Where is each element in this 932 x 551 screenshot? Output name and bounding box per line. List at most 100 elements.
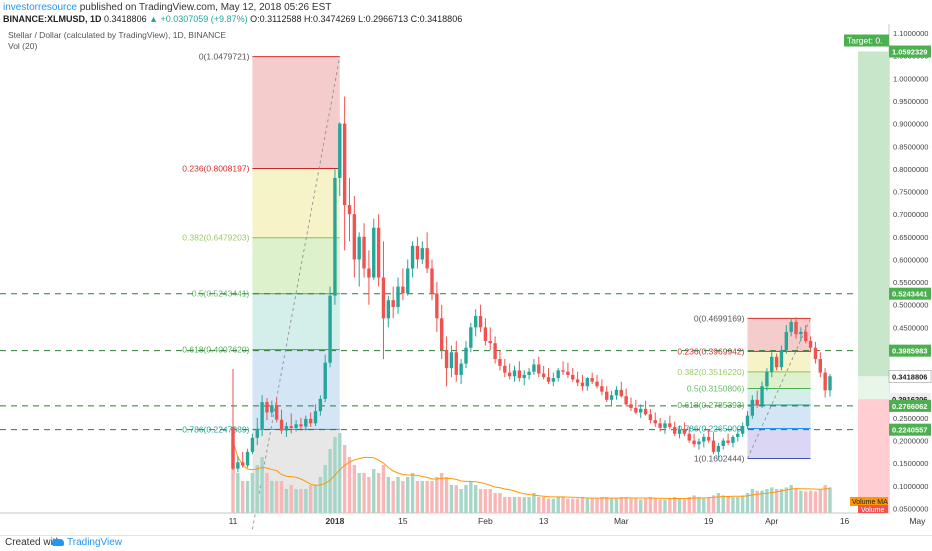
volume-bar: [551, 498, 556, 513]
price-axis-label-box: [889, 287, 931, 300]
candle-body: [765, 371, 769, 387]
candle-body: [241, 462, 245, 466]
candle-body: [609, 395, 614, 400]
volume-bar: [483, 489, 488, 513]
candle-body: [537, 364, 541, 374]
candle-body: [270, 405, 274, 413]
volume-bar: [609, 498, 614, 513]
volume-bar: [503, 497, 507, 513]
volume-bar: [381, 465, 386, 513]
volume-bar: [566, 498, 570, 513]
volume-bar: [406, 477, 410, 513]
candle-body: [284, 426, 289, 431]
volume-bar: [260, 457, 264, 513]
price-axis-tick: 1.1000000: [893, 29, 928, 38]
price-chart[interactable]: 0(1.0479721) 0.236(0.8008197) 0.382(0.6479…: [0, 24, 932, 535]
volume-bar: [575, 498, 580, 513]
volume-bar: [804, 491, 808, 513]
candle-body: [721, 440, 725, 446]
candle-body: [619, 389, 623, 397]
candle-body: [410, 245, 415, 269]
volume-bar: [736, 497, 740, 513]
candle-body: [823, 372, 827, 391]
price-axis-tick: 0.9000000: [893, 120, 928, 129]
candle-body: [347, 205, 352, 215]
fib-level-label: 0.236(0.3969942): [677, 346, 744, 356]
candle-body: [687, 433, 691, 441]
time-axis-tick: Feb: [478, 516, 493, 526]
volume-bar: [697, 497, 701, 513]
volume-bar: [672, 497, 677, 513]
volume-bar: [386, 477, 391, 513]
volume-bar: [706, 497, 711, 513]
candle-body: [672, 426, 677, 434]
fib-level-label: 0.786(0.2247389): [182, 424, 249, 434]
candle-body: [682, 429, 687, 434]
candle-body: [585, 378, 590, 387]
volume-bar: [517, 497, 522, 513]
volume-bar: [367, 477, 371, 513]
publisher-link[interactable]: investorresource: [3, 2, 77, 13]
volume-bar: [507, 497, 512, 513]
volume-bar: [774, 489, 779, 513]
candle-body: [770, 356, 774, 372]
candle-body: [473, 316, 478, 328]
price-axis-tick: 0.8500000: [893, 142, 928, 151]
volume-bar: [449, 485, 454, 513]
volume-bar: [682, 499, 687, 513]
volume-bar: [629, 498, 633, 513]
fib-band: [747, 318, 811, 352]
candle-body: [352, 214, 357, 260]
time-axis-tick: May: [909, 516, 926, 526]
candle-body: [575, 379, 580, 383]
target-profit-zone: [858, 51, 889, 377]
volume-bar: [279, 481, 284, 513]
tradingview-link[interactable]: TradingView: [67, 537, 123, 548]
volume-bar: [823, 485, 827, 513]
candle-body: [702, 436, 706, 442]
volume-bar: [488, 489, 492, 513]
volume-bar: [435, 477, 439, 513]
candle-body: [614, 389, 619, 396]
candle-body: [745, 415, 750, 427]
volume-bar: [808, 490, 813, 513]
volume-bar: [770, 487, 774, 513]
candle-body: [541, 373, 546, 378]
candle-body: [774, 356, 779, 368]
candle-body: [401, 286, 405, 294]
volume-bar: [813, 491, 818, 513]
candle-body: [716, 445, 721, 452]
price-axis-tick: 0.0500000: [893, 504, 928, 513]
footer-bar: Created with TradingView: [0, 535, 932, 551]
fib-band: [252, 56, 340, 169]
fib-level-label: 0.786(0.2265000): [677, 424, 744, 434]
candle-body: [818, 359, 822, 373]
target-entry-zone: [858, 376, 889, 400]
volume-bar: [663, 499, 667, 513]
chart-area[interactable]: 0(1.0479721) 0.236(0.8008197) 0.382(0.6479…: [0, 24, 932, 535]
candle-body: [624, 396, 628, 405]
price-axis-label-box: [889, 45, 931, 58]
candle-body: [469, 327, 473, 348]
price-axis-tick: 0.2500000: [893, 414, 928, 423]
volume-bar: [473, 485, 478, 513]
volume-bar: [376, 473, 381, 513]
candle-body: [333, 177, 337, 296]
candle-body: [396, 286, 400, 307]
volume-bar: [347, 457, 352, 513]
volume-bar: [372, 469, 376, 513]
volume-bar: [740, 495, 745, 513]
time-axis-tick: 15: [398, 516, 408, 526]
volume-bar: [357, 473, 361, 513]
volume-bar: [308, 485, 313, 513]
candle-body: [740, 426, 745, 434]
candle-body: [498, 359, 502, 366]
candle-body: [236, 462, 240, 469]
candle-body: [454, 352, 458, 375]
candle-body: [265, 402, 269, 413]
volume-bar: [556, 497, 560, 513]
volume-bar: [634, 498, 638, 513]
volume-bar: [537, 497, 541, 513]
price-axis-label: 0.5243441: [892, 290, 927, 299]
candle-body: [372, 227, 376, 278]
